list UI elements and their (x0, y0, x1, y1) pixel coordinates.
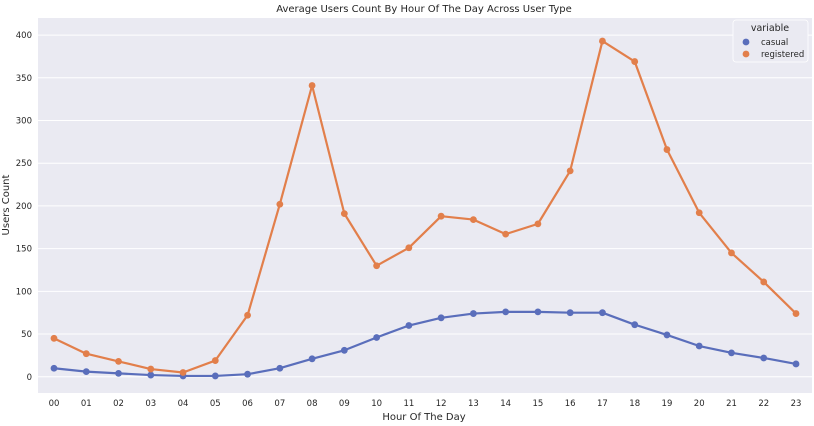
y-tick-label: 150 (16, 245, 32, 255)
legend-marker-casual (742, 38, 750, 46)
x-tick-label: 08 (307, 399, 318, 409)
data-point-registered (82, 350, 90, 358)
data-point-registered (244, 311, 251, 319)
data-point-casual (50, 364, 58, 372)
data-point-registered (211, 357, 219, 364)
series-points (50, 37, 800, 380)
x-tick-label: 01 (81, 399, 92, 409)
y-tick-label: 0 (27, 373, 32, 383)
data-point-registered (599, 37, 606, 45)
y-axis-label: Users Count (1, 174, 12, 235)
y-tick-label: 200 (16, 202, 32, 212)
data-point-casual (115, 369, 122, 377)
data-point-casual (244, 370, 251, 378)
data-point-casual (405, 322, 413, 329)
data-point-registered (179, 369, 187, 376)
data-point-registered (534, 220, 542, 228)
x-tick-label: 05 (210, 399, 221, 409)
series-line-casual (53, 310, 797, 378)
data-point-registered (308, 82, 316, 89)
data-point-casual (599, 309, 606, 317)
x-tick-label: 20 (694, 399, 705, 409)
data-point-registered (695, 209, 703, 217)
x-tick-label: 06 (242, 399, 253, 409)
data-point-registered (566, 167, 574, 175)
x-axis-label: Hour Of The Day (382, 412, 465, 423)
data-point-casual (534, 308, 542, 316)
data-point-casual (308, 355, 316, 363)
data-point-registered (469, 216, 477, 223)
data-point-casual (340, 346, 348, 354)
data-point-registered (115, 357, 122, 365)
data-point-casual (792, 360, 800, 368)
chart-title: Average Users Count By Hour Of The Day A… (276, 4, 572, 15)
y-tick-label: 400 (16, 31, 32, 41)
y-tick-label: 100 (16, 287, 32, 297)
data-point-registered (276, 200, 284, 208)
x-tick-label: 23 (791, 399, 802, 409)
data-point-casual (502, 308, 510, 316)
data-point-casual (211, 372, 219, 380)
x-tick-label: 10 (371, 399, 382, 409)
x-tick-label: 09 (339, 399, 350, 409)
y-tick-label: 300 (16, 117, 32, 127)
x-tick-label: 15 (532, 399, 543, 409)
y-tick-label: 50 (21, 330, 32, 340)
legend-box (732, 19, 809, 63)
data-point-casual (631, 321, 639, 329)
x-tick-label: 19 (662, 399, 673, 409)
data-point-registered (340, 210, 348, 218)
data-point-casual (663, 331, 671, 339)
data-point-registered (631, 58, 639, 65)
x-tick-label: 11 (403, 399, 414, 409)
y-axis-ticks: 0 50 100 150 200 250 300 350 400 (16, 31, 32, 383)
data-point-registered (50, 334, 58, 342)
legend-title: variable (751, 23, 789, 34)
x-tick-label: 16 (565, 399, 576, 409)
x-tick-label: 07 (274, 399, 285, 409)
data-point-registered (728, 249, 735, 257)
x-tick-label: 22 (758, 399, 769, 409)
x-tick-label: 02 (113, 399, 124, 409)
x-tick-label: 00 (49, 399, 60, 409)
data-point-casual (728, 349, 735, 357)
data-point-casual (566, 309, 574, 317)
data-point-registered (373, 262, 381, 270)
x-tick-label: 04 (178, 399, 189, 409)
data-point-casual (469, 310, 477, 317)
legend-label-registered: registered (761, 50, 804, 60)
data-point-registered (437, 212, 445, 220)
legend-marker-registered (742, 50, 750, 58)
x-tick-label: 18 (629, 399, 640, 409)
y-tick-label: 250 (16, 159, 32, 169)
x-tick-label: 13 (468, 399, 479, 409)
data-point-casual (373, 334, 381, 341)
data-point-registered (147, 365, 155, 373)
data-point-casual (695, 342, 703, 350)
x-tick-label: 03 (145, 399, 156, 409)
series-lines (53, 39, 797, 378)
data-point-casual (147, 371, 155, 379)
series-line-registered (53, 39, 797, 374)
data-point-registered (663, 146, 671, 153)
data-point-casual (760, 354, 768, 362)
data-point-registered (405, 244, 413, 252)
data-point-casual (437, 314, 445, 322)
x-tick-label: 21 (726, 399, 737, 409)
legend: variable casual registered (732, 19, 809, 63)
data-point-casual (82, 368, 90, 376)
data-point-registered (760, 278, 768, 286)
x-axis-ticks: 00 01 02 03 04 05 06 07 08 09 10 11 12 13 14 15 16 17 18 19… (49, 399, 802, 409)
y-tick-label: 350 (16, 74, 32, 84)
legend-label-casual: casual (761, 38, 788, 48)
data-point-registered (792, 310, 800, 317)
x-tick-label: 17 (597, 399, 608, 409)
grid-lines (38, 34, 812, 378)
data-point-registered (502, 230, 510, 238)
data-point-casual (276, 364, 284, 372)
x-tick-label: 14 (500, 399, 511, 409)
x-tick-label: 12 (436, 399, 447, 409)
